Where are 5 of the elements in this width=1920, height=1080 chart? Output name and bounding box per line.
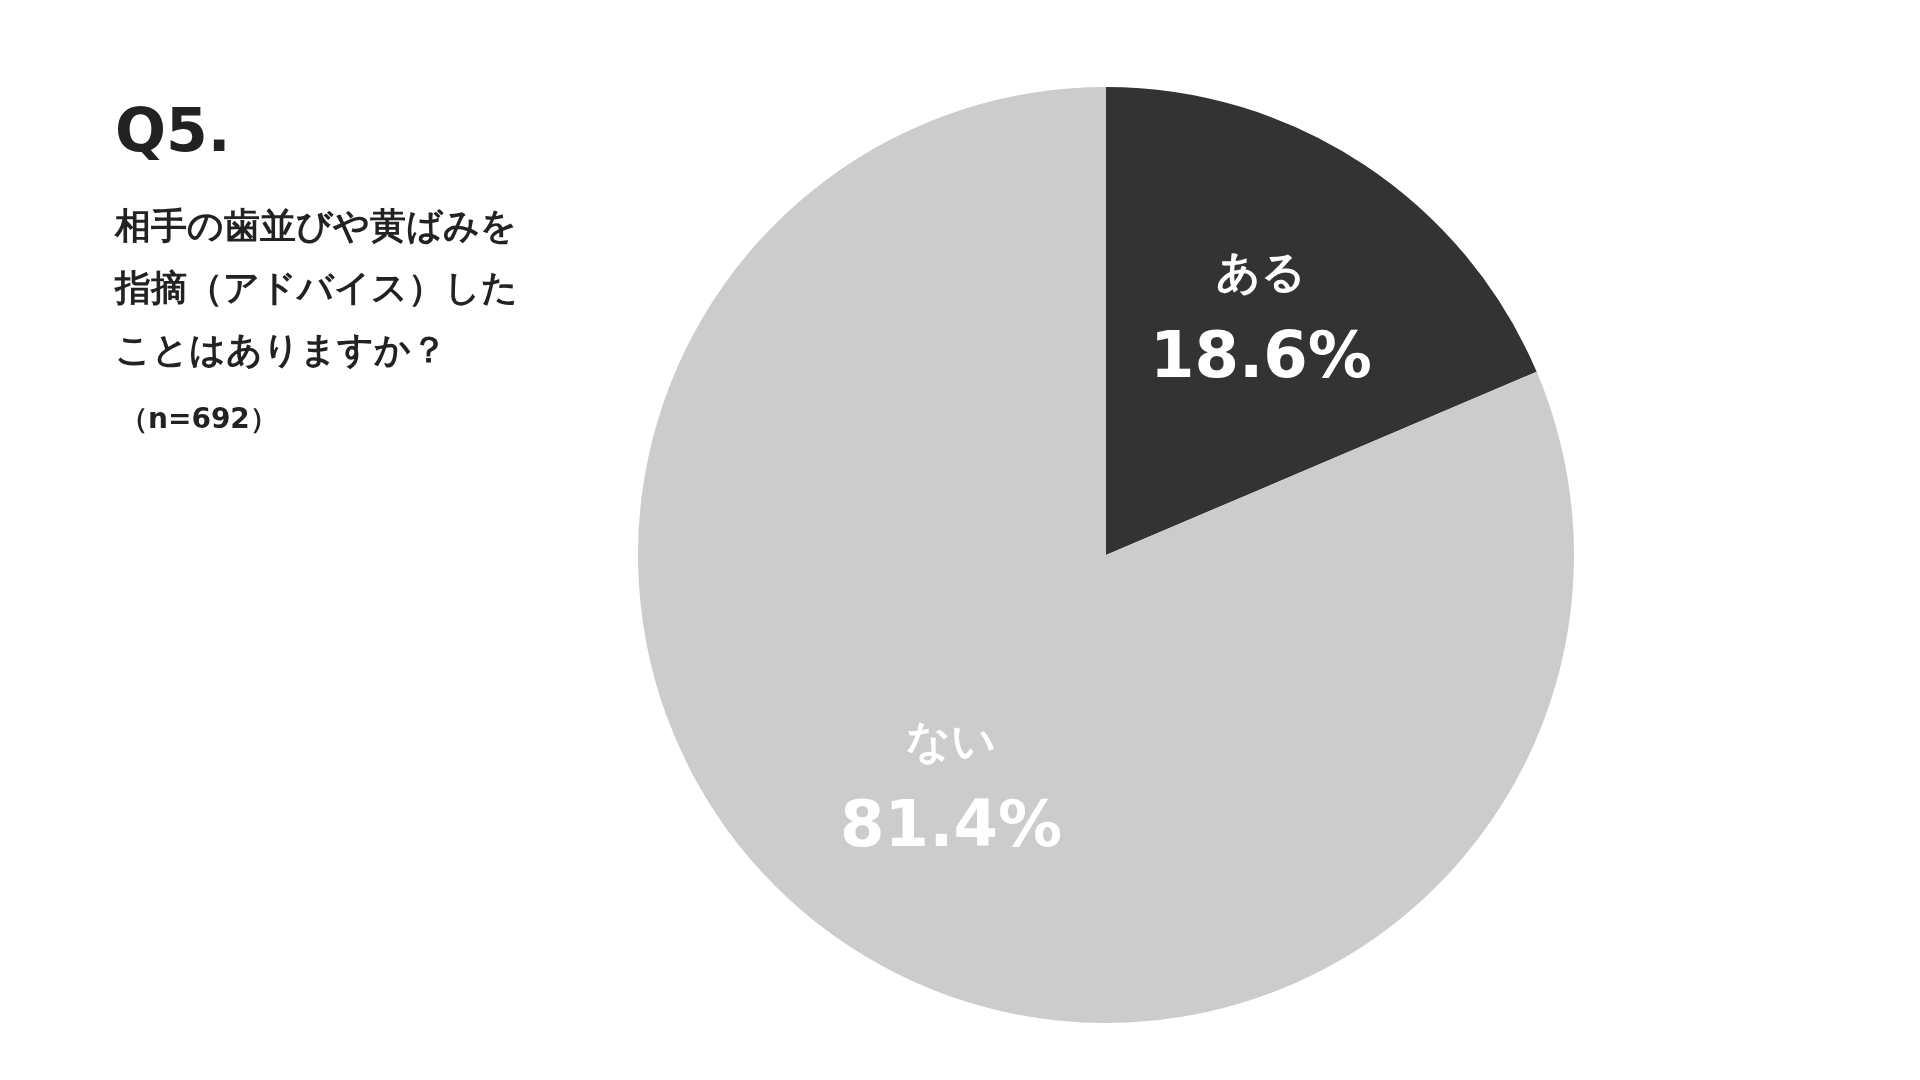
text: （n=692） <box>120 401 278 437</box>
slice-label: ある <box>1215 246 1306 298</box>
data-label: 18.6% <box>1149 318 1372 393</box>
chart-title: Q5. <box>115 95 231 165</box>
text: 相手の歯並びや黄ばみを指摘（アドバイス）したことはありますか？ <box>115 204 519 372</box>
